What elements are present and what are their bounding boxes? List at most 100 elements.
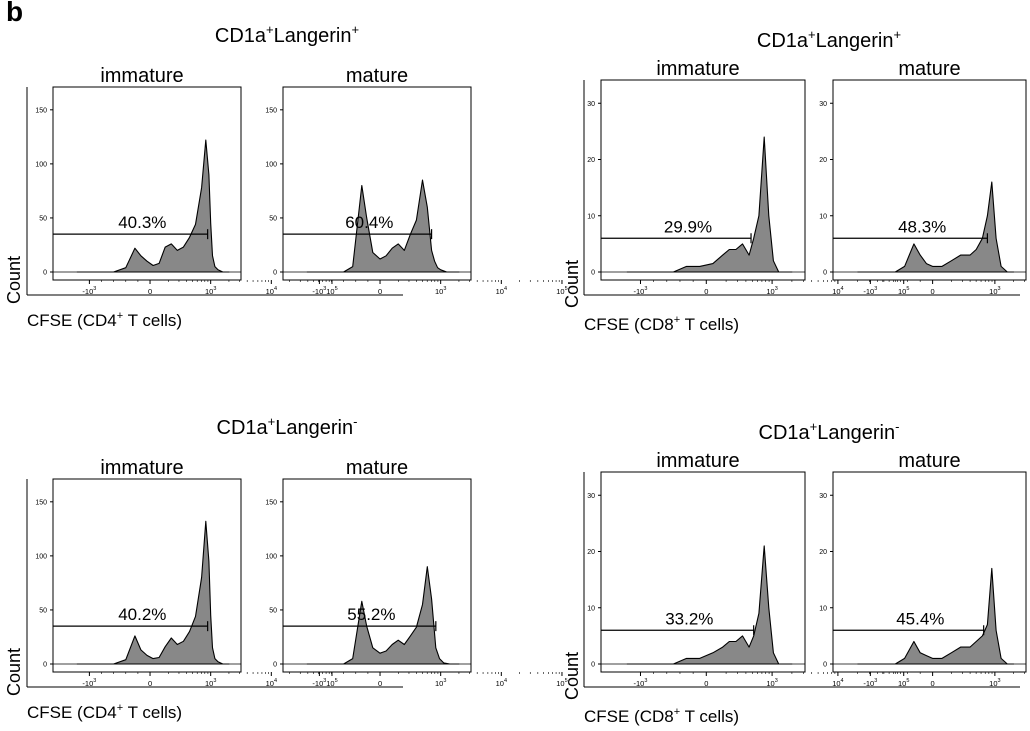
y-tick-label: 20 <box>819 157 827 164</box>
x-tick-label: 0 <box>148 679 152 688</box>
y-tick-label: 10 <box>819 605 827 612</box>
x-tick-label: 0 <box>704 287 708 296</box>
gate-percent-label: 45.4% <box>896 609 944 628</box>
histogram-immature: immature 0 10 20 30 -103 0 103 104 105 29.9% <box>587 58 909 296</box>
y-tick-label: 100 <box>35 161 47 168</box>
histogram-area <box>626 545 793 665</box>
y-axis-label: Count <box>562 652 582 700</box>
histogram-area <box>857 181 1015 273</box>
histogram-area <box>76 520 230 665</box>
y-tick-label: 10 <box>587 605 595 612</box>
x-tick-label: 103 <box>205 286 216 296</box>
y-tick-label: 100 <box>265 161 277 168</box>
y-tick-label: 30 <box>819 493 827 500</box>
plot-frame <box>52 478 242 673</box>
x-tick-label: 0 <box>378 287 382 296</box>
histogram-area <box>306 179 460 273</box>
histogram-mature: mature 0 10 20 30 -103 0 103 104 105 45.4% <box>819 450 1027 688</box>
histogram-area <box>76 139 230 273</box>
y-tick-label: 150 <box>265 499 277 506</box>
x-tick-label: 104 <box>266 678 277 688</box>
y-tick-label: 50 <box>39 215 47 222</box>
x-tick-label: -103 <box>312 678 326 688</box>
x-axis-label: CFSE (CD4+ T cells) <box>27 702 182 722</box>
subplot-label: immature <box>656 58 739 80</box>
gate-percent-label: 55.2% <box>347 605 395 624</box>
gate-percent-label: 40.3% <box>118 213 166 232</box>
chart-block-3: CD1a+Langerin-immature 0 50 100 150 -103 0 103 1… <box>4 414 568 722</box>
y-tick-label: 30 <box>819 101 827 108</box>
gate-percent-label: 33.2% <box>665 609 713 628</box>
y-tick-label: 0 <box>591 662 595 669</box>
y-tick-label: 0 <box>591 270 595 277</box>
histogram-immature: immature 0 50 100 150 -103 0 103 104 105 40.3% <box>35 65 337 296</box>
x-tick-label: 104 <box>832 286 843 296</box>
gate-percent-label: 60.4% <box>345 213 393 232</box>
chart-title: CD1a+Langerin- <box>217 414 358 439</box>
x-tick-label: 104 <box>266 286 277 296</box>
y-tick-label: 30 <box>587 493 595 500</box>
y-tick-label: 0 <box>273 270 277 277</box>
plot-frame <box>832 471 1027 673</box>
x-tick-label: 105 <box>326 678 337 688</box>
subplot-label: mature <box>346 65 408 87</box>
y-tick-label: 0 <box>43 270 47 277</box>
x-tick-label: 103 <box>989 286 1000 296</box>
histogram-mature: mature 0 10 20 30 -103 0 103 104 105 48.3% <box>819 58 1027 296</box>
x-tick-label: 103 <box>435 678 446 688</box>
x-tick-label: 104 <box>496 678 507 688</box>
chart-title: CD1a+Langerin+ <box>215 22 359 47</box>
subplot-label: mature <box>346 457 408 479</box>
y-tick-label: 30 <box>587 101 595 108</box>
histogram-area <box>857 567 1015 665</box>
x-tick-label: 104 <box>496 286 507 296</box>
y-tick-label: 100 <box>265 553 277 560</box>
plot-frame <box>282 478 472 673</box>
y-tick-label: 150 <box>265 107 277 114</box>
x-tick-label: 103 <box>435 286 446 296</box>
y-tick-label: 150 <box>35 107 47 114</box>
x-tick-label: -103 <box>863 286 877 296</box>
y-tick-label: 20 <box>819 549 827 556</box>
subplot-label: mature <box>898 58 960 80</box>
gate-percent-label: 48.3% <box>898 217 946 236</box>
y-axis-label: Count <box>562 260 582 308</box>
x-tick-label: 0 <box>148 287 152 296</box>
x-tick-label: -103 <box>634 678 648 688</box>
chart-block-1: CD1a+Langerin+ immature 0 50 100 150 -103 0 103 1… <box>4 22 568 330</box>
x-tick-label: 0 <box>378 679 382 688</box>
subplot-label: immature <box>656 450 739 472</box>
x-tick-label: 105 <box>556 286 567 296</box>
y-tick-label: 20 <box>587 549 595 556</box>
x-tick-label: -103 <box>312 286 326 296</box>
x-tick-label: -103 <box>863 678 877 688</box>
y-tick-label: 50 <box>269 215 277 222</box>
x-tick-label: -103 <box>82 678 96 688</box>
x-tick-label: 105 <box>326 286 337 296</box>
y-tick-label: 150 <box>35 499 47 506</box>
y-tick-label: 10 <box>587 213 595 220</box>
plot-frame <box>600 471 806 673</box>
histogram-area <box>306 566 460 665</box>
subplot-label: mature <box>898 450 960 472</box>
plot-frame <box>52 86 242 281</box>
x-tick-label: 103 <box>766 286 777 296</box>
plot-frame <box>832 79 1027 281</box>
subplot-label: immature <box>100 65 183 87</box>
y-tick-label: 50 <box>269 607 277 614</box>
y-tick-label: 50 <box>39 607 47 614</box>
x-tick-label: 0 <box>931 287 935 296</box>
histogram-area <box>626 136 793 273</box>
x-tick-label: 103 <box>205 678 216 688</box>
x-tick-label: 105 <box>898 286 909 296</box>
plot-frame <box>600 79 806 281</box>
chart-title: CD1a+Langerin+ <box>757 27 901 52</box>
chart-block-2: CD1a+Langerin+ immature 0 10 20 30 -103 0 103 104… <box>562 27 1027 334</box>
y-tick-label: 0 <box>823 270 827 277</box>
y-axis-label: Count <box>4 648 24 696</box>
x-tick-label: 0 <box>931 679 935 688</box>
x-tick-label: -103 <box>634 286 648 296</box>
